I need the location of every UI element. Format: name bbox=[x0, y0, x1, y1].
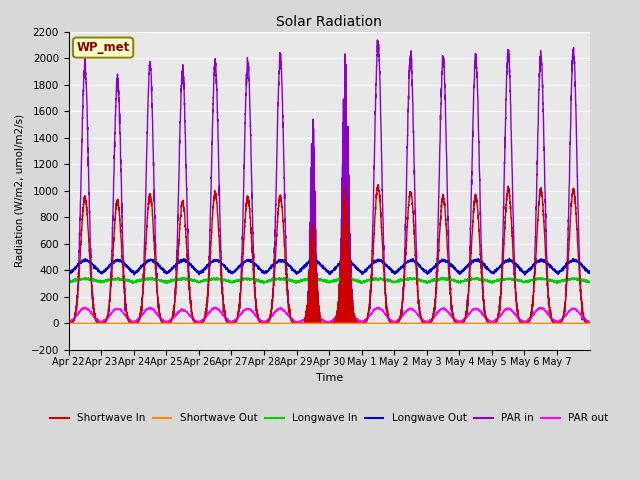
PAR out bbox=[586, 319, 593, 325]
Shortwave Out bbox=[586, 321, 593, 326]
Longwave Out bbox=[348, 261, 356, 267]
Shortwave Out bbox=[511, 321, 518, 326]
Shortwave Out bbox=[497, 321, 505, 326]
PAR out bbox=[293, 321, 301, 326]
Shortwave In bbox=[376, 203, 384, 209]
Longwave In bbox=[439, 274, 447, 280]
Longwave Out bbox=[511, 261, 518, 266]
Line: Longwave In: Longwave In bbox=[68, 277, 589, 284]
Line: PAR in: PAR in bbox=[68, 40, 589, 324]
PAR in bbox=[374, 37, 381, 43]
Longwave In bbox=[376, 276, 384, 282]
Longwave Out bbox=[376, 257, 384, 263]
Longwave In bbox=[511, 276, 519, 282]
Longwave Out bbox=[173, 260, 180, 266]
Longwave Out bbox=[65, 270, 72, 276]
Shortwave In bbox=[65, 320, 72, 326]
Shortwave In bbox=[472, 193, 480, 199]
Y-axis label: Radiation (W/m2, umol/m2/s): Radiation (W/m2, umol/m2/s) bbox=[15, 114, 25, 267]
PAR out bbox=[374, 304, 382, 310]
Line: Shortwave In: Shortwave In bbox=[68, 185, 589, 324]
Shortwave Out bbox=[348, 321, 356, 326]
Shortwave Out bbox=[376, 321, 384, 326]
Longwave In bbox=[348, 276, 356, 282]
PAR in bbox=[65, 321, 72, 326]
Text: WP_met: WP_met bbox=[76, 41, 130, 54]
Longwave Out bbox=[586, 270, 593, 276]
PAR out bbox=[376, 306, 384, 312]
Shortwave In bbox=[173, 274, 180, 279]
Shortwave Out bbox=[472, 321, 479, 326]
Longwave In bbox=[173, 277, 180, 283]
Shortwave In bbox=[348, 308, 356, 314]
Line: Longwave Out: Longwave Out bbox=[68, 258, 589, 275]
PAR out bbox=[472, 306, 480, 312]
PAR in bbox=[498, 275, 506, 281]
Longwave Out bbox=[497, 262, 505, 268]
PAR out bbox=[173, 311, 180, 317]
Legend: Shortwave In, Shortwave Out, Longwave In, Longwave Out, PAR in, PAR out: Shortwave In, Shortwave Out, Longwave In… bbox=[45, 409, 612, 428]
PAR out bbox=[498, 311, 506, 317]
PAR in bbox=[348, 296, 356, 302]
PAR in bbox=[586, 321, 593, 326]
Shortwave In bbox=[511, 285, 519, 290]
Shortwave Out bbox=[173, 321, 180, 326]
PAR out bbox=[65, 319, 72, 325]
PAR out bbox=[511, 311, 519, 317]
Longwave In bbox=[65, 279, 72, 285]
Longwave In bbox=[472, 276, 480, 282]
PAR in bbox=[511, 270, 519, 276]
PAR in bbox=[376, 93, 384, 98]
Longwave Out bbox=[506, 255, 513, 261]
Longwave Out bbox=[521, 272, 529, 278]
PAR in bbox=[173, 258, 180, 264]
Shortwave In bbox=[292, 321, 300, 326]
Shortwave In bbox=[586, 320, 593, 326]
Title: Solar Radiation: Solar Radiation bbox=[276, 15, 382, 29]
Longwave Out bbox=[472, 257, 479, 263]
Longwave In bbox=[498, 276, 506, 282]
PAR in bbox=[472, 62, 480, 68]
X-axis label: Time: Time bbox=[316, 373, 343, 383]
PAR out bbox=[348, 311, 356, 317]
Shortwave In bbox=[498, 282, 506, 288]
Longwave In bbox=[586, 279, 593, 285]
PAR in bbox=[292, 321, 300, 326]
Longwave In bbox=[260, 281, 268, 287]
Shortwave Out bbox=[65, 321, 72, 326]
Shortwave In bbox=[374, 182, 381, 188]
Line: PAR out: PAR out bbox=[68, 307, 589, 324]
